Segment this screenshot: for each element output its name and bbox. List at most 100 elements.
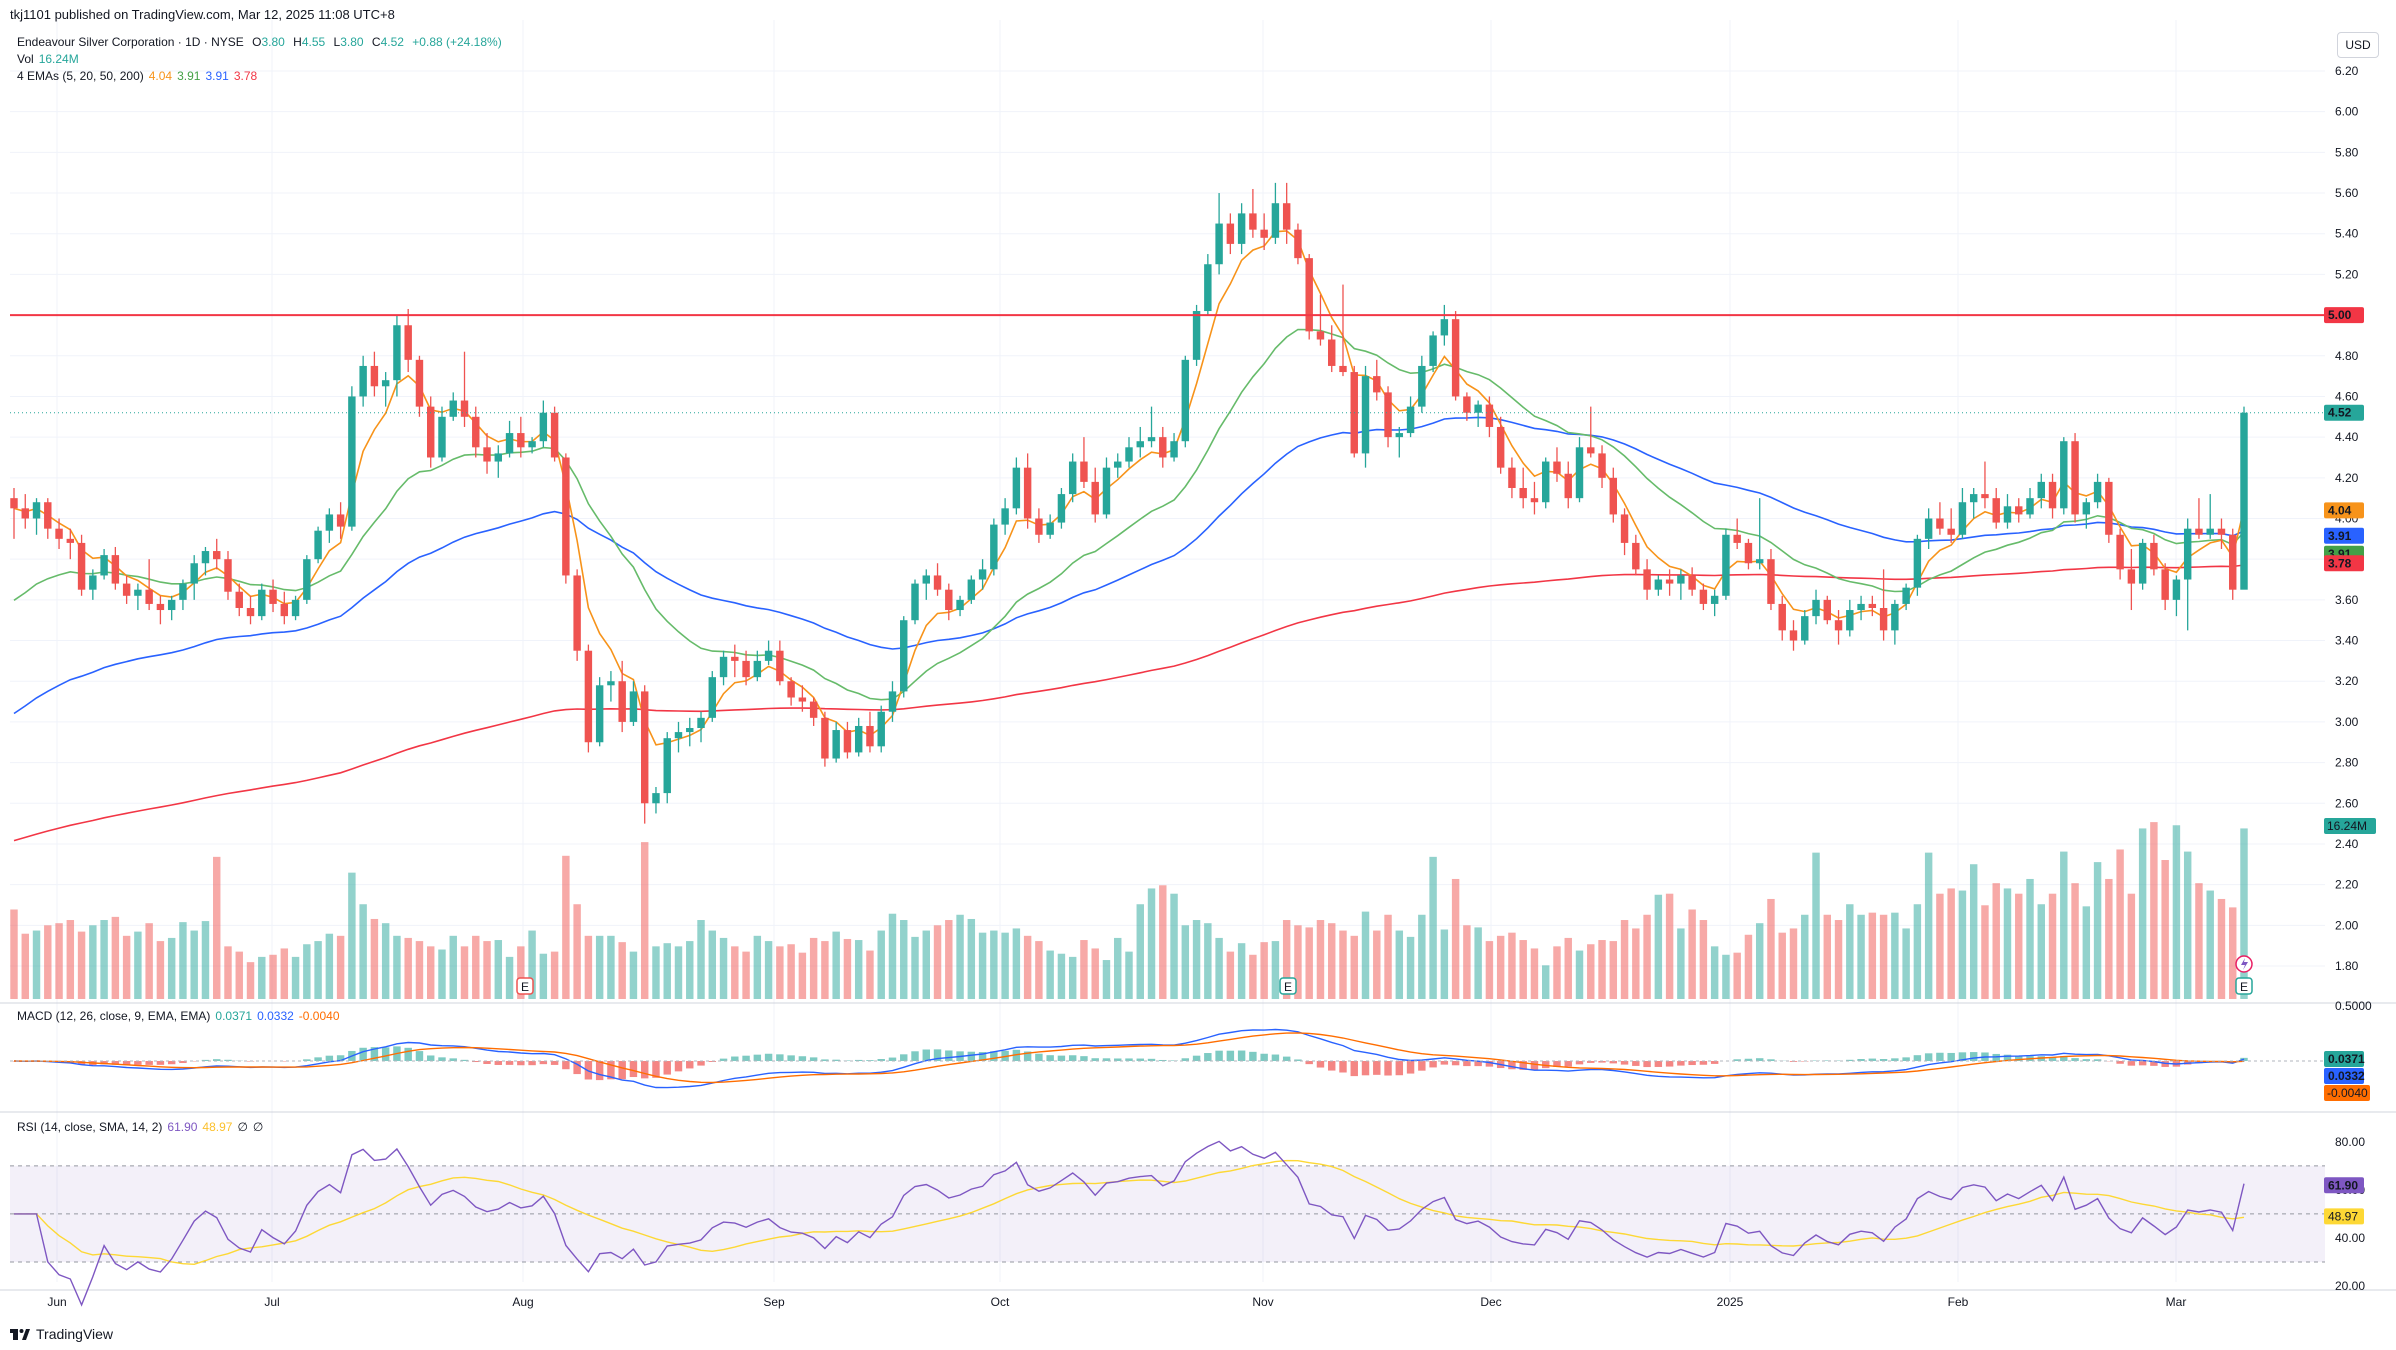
volume-bar xyxy=(325,933,334,999)
volume-bar xyxy=(404,937,412,999)
candle-body xyxy=(562,457,570,576)
macd-hist-value: 0.0371 xyxy=(215,1009,253,1023)
candle-body xyxy=(2003,506,2012,523)
volume-bar xyxy=(1496,935,1505,999)
macd-histogram-bar xyxy=(595,1061,604,1081)
candle-body xyxy=(2150,542,2158,570)
earnings-marker-icon xyxy=(1279,977,1297,995)
price-tick-label: 4.60 xyxy=(2335,389,2359,403)
vol-label[interactable]: Vol xyxy=(17,52,34,66)
macd-histogram-bar xyxy=(1969,1052,1978,1061)
candle-body xyxy=(1969,494,1978,503)
volume-bar xyxy=(1384,914,1392,999)
macd-histogram-bar xyxy=(2048,1057,2057,1061)
macd-histogram-bar xyxy=(1688,1061,1696,1066)
price-tick-label: 4.40 xyxy=(2335,430,2359,444)
candle-body xyxy=(427,406,435,458)
candle-body xyxy=(449,400,457,417)
volume-bar xyxy=(21,933,29,999)
time-tick-label: 2025 xyxy=(1717,1295,1744,1309)
volume-bar xyxy=(1902,928,1910,999)
candle-body xyxy=(1632,542,1640,570)
macd-histogram-bar xyxy=(483,1061,491,1064)
candle-body xyxy=(190,563,198,584)
macd-hist-badge-bg xyxy=(2324,1051,2364,1067)
ema-label[interactable]: 4 EMAs (5, 20, 50, 200) xyxy=(17,69,144,83)
candle-body xyxy=(2206,528,2214,535)
macd-histogram-bar xyxy=(303,1059,311,1061)
volume-bar xyxy=(1249,954,1257,999)
currency-button[interactable]: USD xyxy=(2337,32,2379,58)
macd-histogram-bar xyxy=(1643,1061,1651,1068)
price-tick-label: 5.40 xyxy=(2335,227,2359,241)
macd-histogram-bar xyxy=(1215,1050,1223,1061)
volume-bar xyxy=(1936,893,1944,999)
macd-histogram-bar xyxy=(2093,1059,2102,1061)
volume-bar xyxy=(550,951,559,999)
macd-histogram-bar xyxy=(2071,1058,2079,1061)
price-tick-label: 3.60 xyxy=(2335,593,2359,607)
price-tick-label: 2.00 xyxy=(2335,918,2359,932)
candle-body xyxy=(697,717,705,729)
macd-histogram-bar xyxy=(1204,1053,1212,1061)
rsi-tick-label: 80.00 xyxy=(2335,1135,2365,1149)
symbol-title[interactable]: Endeavour Silver Corporation · 1D · NYSE xyxy=(17,35,244,49)
candle-body xyxy=(1553,461,1561,474)
volume-bar xyxy=(1508,932,1516,999)
macd-histogram-bar xyxy=(1068,1055,1077,1061)
footer-brand[interactable]: TradingView xyxy=(10,1326,113,1342)
candle-body xyxy=(2071,441,2079,515)
candle-body xyxy=(1170,441,1178,458)
earnings-marker-icon xyxy=(516,977,534,995)
rsi-sma-badge: 48.97 xyxy=(2328,1209,2358,1223)
macd-histogram-bar xyxy=(1384,1061,1392,1076)
candle-body xyxy=(1722,534,1730,596)
volume-bar xyxy=(2229,907,2237,999)
macd-histogram-bar xyxy=(1226,1050,1235,1061)
macd-histogram-bar xyxy=(528,1061,536,1066)
volume-bar xyxy=(505,956,514,999)
candle-body xyxy=(66,538,75,543)
macd-histogram-bar xyxy=(472,1061,480,1063)
macd-histogram-bar xyxy=(1249,1051,1257,1061)
candle-body xyxy=(1755,559,1764,564)
candle-body xyxy=(1012,467,1021,509)
volume-bar xyxy=(945,920,953,999)
volume-bar xyxy=(922,930,930,999)
candle-body xyxy=(2240,412,2248,590)
candle-body xyxy=(1485,404,1494,427)
candle-body xyxy=(145,589,153,604)
volume-bar xyxy=(2116,849,2124,999)
macd-label[interactable]: MACD (12, 26, close, 9, EMA, EMA) xyxy=(17,1009,211,1023)
macd-histogram-bar xyxy=(539,1061,548,1065)
volume-bar xyxy=(2048,893,2057,999)
candle-body xyxy=(1834,620,1843,631)
macd-hist-badge: 0.0371 xyxy=(2328,1052,2365,1066)
candle-body xyxy=(1564,473,1572,499)
candle-body xyxy=(1451,319,1460,397)
candle-body xyxy=(764,650,773,661)
candle-body xyxy=(956,599,964,611)
volume-bar xyxy=(1282,920,1291,999)
volume-bar xyxy=(1564,937,1572,999)
price-tick-label: 4.20 xyxy=(2335,471,2359,485)
macd-histogram-bar xyxy=(213,1059,221,1061)
candle-body xyxy=(291,599,300,617)
rsi-label[interactable]: RSI (14, close, SMA, 14, 2) xyxy=(17,1120,163,1134)
volume-bar xyxy=(933,925,942,999)
volume-badge: 16.24M xyxy=(2327,819,2367,833)
price-tick-label: 2.60 xyxy=(2335,796,2359,810)
rsi-sma-value: 48.97 xyxy=(202,1120,233,1134)
candle-body xyxy=(122,583,131,596)
candle-body xyxy=(1958,502,1967,535)
candle-body xyxy=(798,697,807,702)
legend-volume: Vol 16.24M xyxy=(17,52,84,66)
legend-rsi: RSI (14, close, SMA, 14, 2) 61.90 48.97 ∅ ∅ xyxy=(17,1120,268,1134)
candle-body xyxy=(77,542,86,590)
candle-body xyxy=(2116,534,2124,570)
candle-body xyxy=(1733,534,1741,543)
candle-body xyxy=(1767,559,1775,604)
legend-l-label: L xyxy=(333,35,341,49)
candle-body xyxy=(1463,396,1471,413)
